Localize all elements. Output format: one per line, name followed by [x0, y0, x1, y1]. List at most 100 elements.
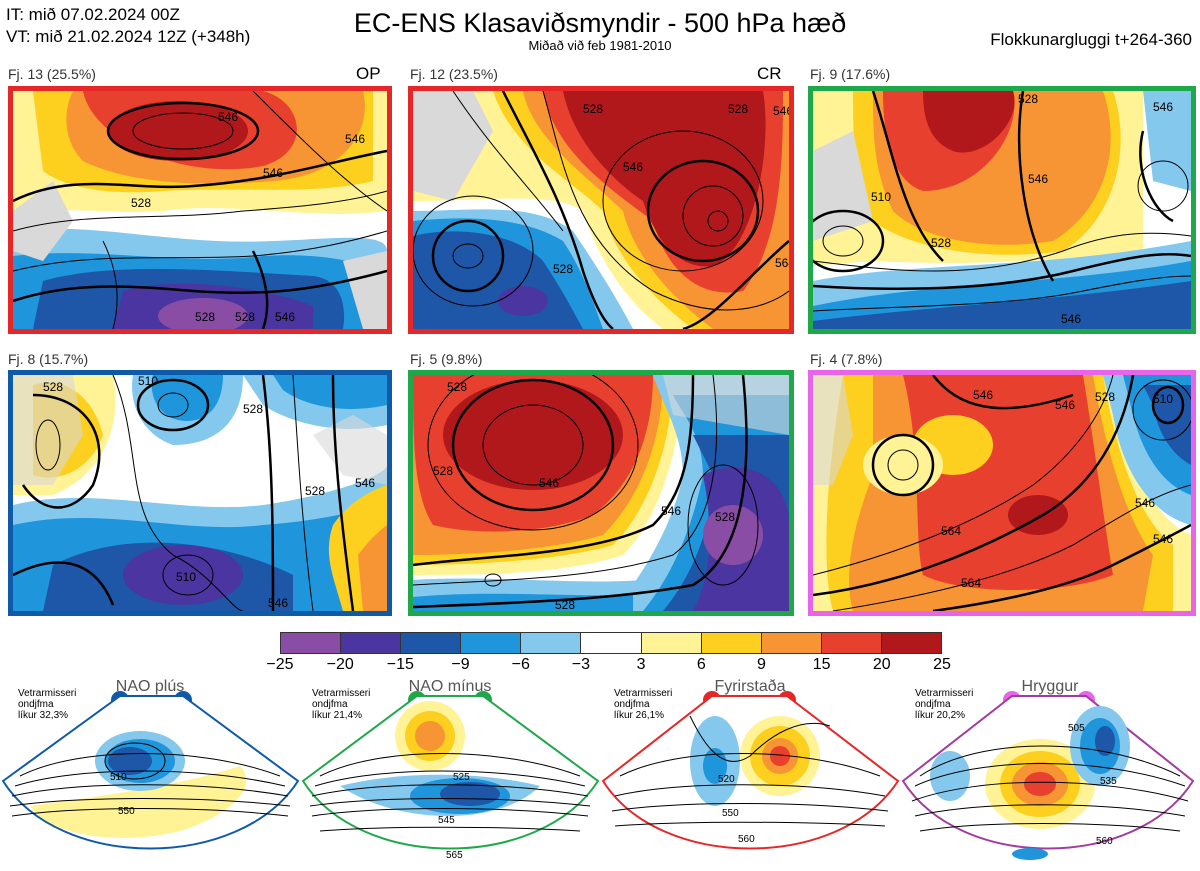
contour-label: 528	[305, 484, 325, 498]
cluster-6-label: Fj. 4 (7.8%)	[810, 351, 883, 367]
regime-title: NAO plús	[115, 678, 185, 695]
cluster-6-map[interactable]: 546 528 546 510 546 564 546 564	[808, 370, 1196, 616]
contour-label: 564	[941, 524, 961, 538]
valid-time: VT: mið 21.02.2024 12Z (+348h)	[6, 27, 251, 46]
contour-label: 546	[1153, 532, 1173, 546]
colorbar-swatch	[520, 633, 581, 653]
regime-title: Fyrirstaða	[714, 678, 786, 695]
colorbar-swatch	[281, 633, 341, 653]
contour-label: 546	[263, 166, 283, 180]
contour-label: 510	[176, 570, 196, 584]
clustering-window: Flokkunargluggi t+264-360	[990, 30, 1192, 49]
cluster-5-map[interactable]: 528 546 528 546 528 528	[408, 370, 794, 616]
cluster-2-tag: CR	[757, 64, 782, 83]
colorbar-tick-label: 6	[696, 656, 706, 673]
contour-label: 565	[446, 850, 463, 861]
contour-label: 546	[345, 132, 365, 146]
colorbar-swatch	[700, 633, 761, 653]
contour-label: 528	[447, 380, 467, 394]
contour-label: 510	[138, 375, 158, 388]
cluster-4-label: Fj. 8 (15.7%)	[8, 351, 89, 367]
contour-label: 546	[1135, 496, 1155, 510]
contour-label: 546	[1061, 312, 1081, 326]
cluster-2-label: Fj. 12 (23.5%)	[410, 66, 498, 82]
contour-label: 528	[243, 402, 263, 416]
regime-nao-minus[interactable]: NAO mínus Vetrarmisseri ondjfma líkur 21…	[300, 676, 600, 871]
regime-note: Vetrarmisseri ondjfma líkur 20,2%	[915, 688, 974, 721]
cluster-1-map[interactable]: 546 546 528 546 528 528 546	[8, 86, 392, 334]
contour-label: 528	[1018, 92, 1038, 106]
contour-label: 546	[973, 388, 993, 402]
contour-label: 546	[773, 104, 789, 118]
contour-label: 528	[553, 262, 573, 276]
contour-label: 528	[433, 464, 453, 478]
colorbar-swatch	[820, 633, 881, 653]
regime-note: Vetrarmisseri ondjfma líkur 32,3%	[18, 688, 77, 721]
contour-label: 546	[218, 110, 238, 124]
contour-label: 546	[623, 160, 643, 174]
colorbar-tick-label: 20	[872, 656, 891, 673]
colorbar-tick-label: −9	[451, 656, 470, 673]
colorbar-tick-label: 15	[812, 656, 831, 673]
colorbar-swatch	[640, 633, 701, 653]
contour-label: 528	[931, 236, 951, 250]
contour-label: 564	[775, 256, 789, 270]
regime-title: NAO mínus	[408, 678, 492, 695]
initial-time: IT: mið 07.02.2024 00Z	[6, 5, 180, 24]
contour-label: 535	[1100, 776, 1117, 787]
contour-label: 546	[661, 504, 681, 518]
contour-label: 528	[728, 102, 748, 116]
colorbar-tick-label: −15	[386, 656, 414, 673]
regime-note: Vetrarmisseri ondjfma líkur 26,1%	[614, 688, 673, 721]
contour-label: 564	[961, 576, 981, 590]
colorbar-tick-label: −25	[266, 656, 294, 673]
contour-label: 528	[555, 598, 575, 611]
contour-label: 550	[118, 806, 135, 817]
cluster-3-label: Fj. 9 (17.6%)	[810, 66, 891, 82]
colorbar-tick-label: −20	[326, 656, 354, 673]
colorbar-ticks: −25 −20 −15 −9 −6 −3 3 6 9 15 20 25	[260, 656, 962, 676]
contour-label: 546	[268, 596, 288, 610]
contour-label: 546	[1153, 100, 1173, 114]
contour-label: 510	[1153, 392, 1173, 406]
contour-label: 528	[195, 310, 215, 324]
cluster-3-map[interactable]: 528 546 510 528 546 546	[808, 86, 1196, 334]
contour-label: 528	[583, 102, 603, 116]
contour-label: 505	[1068, 723, 1085, 734]
contour-label: 520	[718, 774, 735, 785]
regime-ridge[interactable]: Hryggur Vetrarmisseri ondjfma líkur 20,2…	[900, 676, 1200, 871]
run-info: IT: mið 07.02.2024 00Z VT: mið 21.02.202…	[6, 4, 250, 48]
colorbar-swatch	[400, 633, 461, 653]
contour-label: 546	[539, 476, 559, 490]
contour-label: 546	[1055, 398, 1075, 412]
colorbar-tick-label: 9	[757, 656, 766, 673]
colorbar-swatch	[580, 633, 641, 653]
cluster-1-tag: OP	[356, 64, 381, 83]
colorbar-tick-label: −6	[511, 656, 530, 673]
contour-label: 546	[1028, 172, 1048, 186]
regime-title: Hryggur	[1021, 678, 1079, 695]
contour-label: 560	[1096, 836, 1113, 847]
colorbar-swatch	[340, 633, 401, 653]
contour-label: 528	[43, 380, 63, 394]
contour-label: 510	[871, 190, 891, 204]
cluster-2-map[interactable]: 528 528 546 528 564 546	[408, 86, 794, 334]
contour-label: 560	[738, 834, 755, 845]
regime-nao-plus[interactable]: NAO plús Vetrarmisseri ondjfma líkur 32,…	[0, 676, 300, 871]
colorbar-tick-label: 25	[933, 656, 951, 673]
page-subtitle: Miðað við feb 1981-2010	[528, 38, 672, 53]
regime-note: Vetrarmisseri ondjfma líkur 21,4%	[312, 688, 371, 721]
cluster-5-label: Fj. 5 (9.8%)	[410, 351, 483, 367]
contour-label: 546	[275, 310, 295, 324]
contour-label: 528	[131, 196, 151, 210]
colorbar-swatch	[760, 633, 821, 653]
cluster-1-label: Fj. 13 (25.5%)	[8, 66, 96, 82]
contour-label: 545	[438, 815, 455, 826]
contour-label: 528	[1095, 390, 1115, 404]
contour-label: 510	[110, 772, 127, 783]
colorbar-swatch	[460, 633, 521, 653]
cluster-4-map[interactable]: 528 510 528 510 546 528 546	[8, 370, 392, 616]
contour-label: 528	[235, 310, 255, 324]
regime-blocking[interactable]: Fyrirstaða Vetrarmisseri ondjfma líkur 2…	[600, 676, 900, 871]
contour-label: 550	[722, 808, 739, 819]
